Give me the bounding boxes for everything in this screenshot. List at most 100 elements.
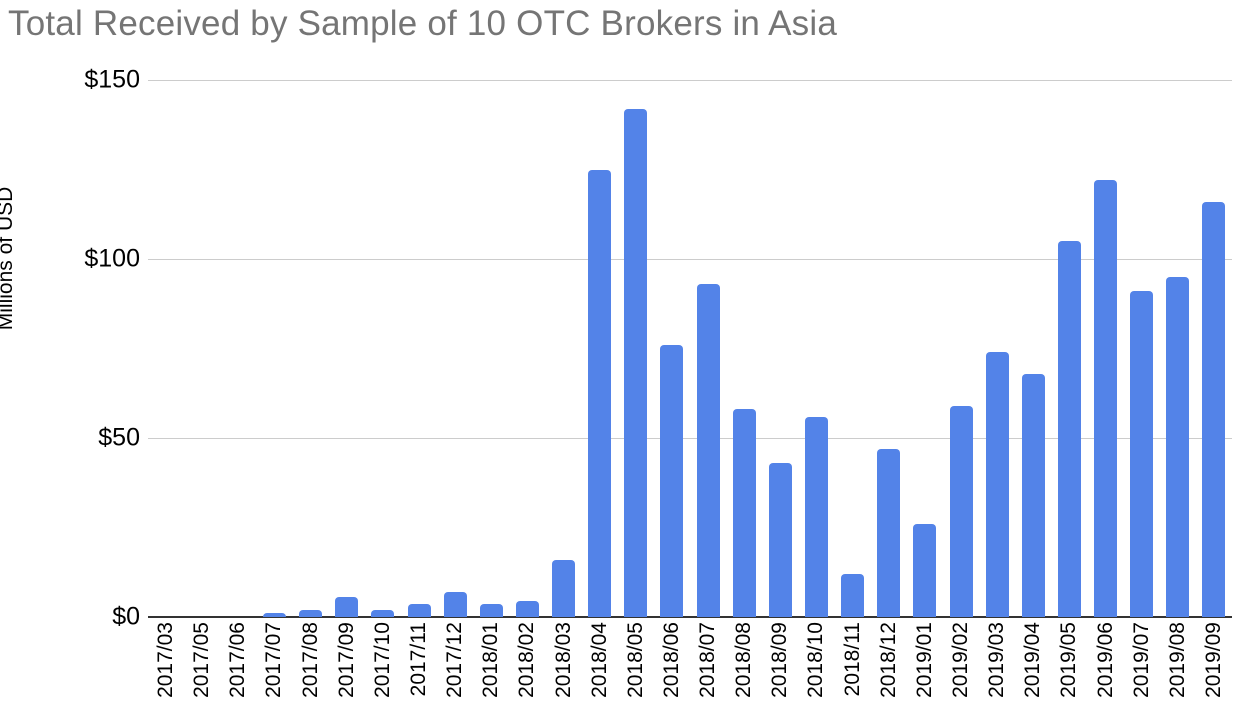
bar-2018-05[interactable] (624, 108, 648, 617)
y-tick-label-100: $100 (84, 244, 140, 273)
y-axis: $0 $50 $100 $150 (0, 67, 140, 629)
x-tick-label: 2017/12 (443, 622, 467, 698)
bar-2017-11[interactable] (407, 604, 431, 617)
bar-2018-03[interactable] (552, 559, 576, 617)
x-tick-label: 2018/09 (768, 622, 792, 698)
x-tick-label: 2017/06 (226, 622, 250, 698)
gridline-50 (148, 437, 1232, 439)
bar-2018-07[interactable] (696, 284, 720, 617)
x-tick-label: 2019/06 (1093, 622, 1117, 698)
bar-2019-08[interactable] (1166, 276, 1190, 617)
bar-2018-11[interactable] (841, 574, 865, 617)
bar-2018-12[interactable] (877, 448, 901, 617)
x-label-cell-2018-09: 2018/09 (762, 622, 798, 726)
x-tick-label: 2018/01 (479, 622, 503, 698)
x-label-cell-2017-10: 2017/10 (365, 622, 401, 726)
x-label-cell-2017-12: 2017/12 (437, 622, 473, 726)
x-label-cell-2019-09: 2019/09 (1196, 622, 1232, 726)
x-tick-label: 2017/05 (190, 622, 214, 698)
x-tick-label: 2019/03 (985, 622, 1009, 698)
x-label-cell-2019-07: 2019/07 (1124, 622, 1160, 726)
x-label-cell-2017-06: 2017/06 (220, 622, 256, 726)
bar-2018-08[interactable] (732, 409, 756, 617)
x-tick-label: 2018/05 (623, 622, 647, 698)
x-tick-label: 2019/08 (1165, 622, 1189, 698)
x-tick-label: 2019/04 (1021, 622, 1045, 698)
x-label-cell-2018-10: 2018/10 (798, 622, 834, 726)
bar-2018-02[interactable] (515, 600, 539, 617)
bar-2019-03[interactable] (985, 352, 1009, 617)
bar-2019-09[interactable] (1202, 201, 1226, 617)
x-label-cell-2019-03: 2019/03 (979, 622, 1015, 726)
x-label-cell-2019-08: 2019/08 (1160, 622, 1196, 726)
x-label-cell-2017-03: 2017/03 (148, 622, 184, 726)
x-label-cell-2018-05: 2018/05 (618, 622, 654, 726)
x-label-cell-2018-08: 2018/08 (726, 622, 762, 726)
x-tick-label: 2017/07 (262, 622, 286, 698)
y-tick-label-0: $0 (112, 602, 140, 631)
bar-2017-12[interactable] (443, 591, 467, 617)
x-tick-label: 2018/06 (659, 622, 683, 698)
x-tick-label: 2018/04 (587, 622, 611, 698)
bar-2018-09[interactable] (768, 463, 792, 617)
bar-2019-01[interactable] (913, 523, 937, 617)
x-label-cell-2018-03: 2018/03 (545, 622, 581, 726)
x-label-cell-2018-02: 2018/02 (509, 622, 545, 726)
x-label-cell-2017-11: 2017/11 (401, 622, 437, 726)
x-label-cell-2019-02: 2019/02 (943, 622, 979, 726)
x-tick-label: 2017/11 (406, 622, 430, 697)
x-label-cell-2017-07: 2017/07 (256, 622, 292, 726)
x-tick-label: 2018/02 (515, 622, 539, 698)
x-label-cell-2018-01: 2018/01 (473, 622, 509, 726)
x-tick-label: 2019/02 (948, 622, 972, 698)
plot-area (148, 79, 1232, 618)
x-label-cell-2019-05: 2019/05 (1051, 622, 1087, 726)
bar-2018-10[interactable] (804, 416, 828, 617)
x-label-cell-2019-06: 2019/06 (1087, 622, 1123, 726)
x-tick-label: 2019/07 (1129, 622, 1153, 698)
bar-2017-09[interactable] (335, 597, 359, 617)
x-tick-label: 2018/10 (804, 622, 828, 698)
x-label-cell-2018-06: 2018/06 (654, 622, 690, 726)
x-label-cell-2017-08: 2017/08 (293, 622, 329, 726)
gridline-150 (148, 79, 1232, 81)
x-axis: 2017/03 2017/05 2017/06 2017/07 2017/08 2017/… (148, 622, 1232, 726)
x-label-cell-2019-04: 2019/04 (1015, 622, 1051, 726)
x-tick-label: 2017/03 (154, 622, 178, 698)
x-label-cell-2019-01: 2019/01 (907, 622, 943, 726)
x-label-cell-2018-11: 2018/11 (835, 622, 871, 726)
x-label-cell-2017-09: 2017/09 (329, 622, 365, 726)
chart-title: Total Received by Sample of 10 OTC Broke… (8, 4, 837, 43)
bar-2017-10[interactable] (371, 609, 395, 617)
gridline-100 (148, 258, 1232, 260)
x-label-cell-2018-12: 2018/12 (871, 622, 907, 726)
x-label-cell-2018-07: 2018/07 (690, 622, 726, 726)
x-axis-line (148, 616, 1232, 618)
bar-2017-07[interactable] (262, 613, 286, 617)
x-tick-label: 2018/12 (876, 622, 900, 698)
x-tick-label: 2017/09 (334, 622, 358, 698)
bar-2018-04[interactable] (588, 169, 612, 617)
bar-2019-05[interactable] (1057, 241, 1081, 617)
bar-2019-02[interactable] (949, 405, 973, 617)
x-tick-label: 2017/08 (298, 622, 322, 698)
bar-2017-08[interactable] (299, 609, 323, 617)
x-tick-label: 2018/08 (732, 622, 756, 698)
y-tick-label-50: $50 (98, 423, 140, 452)
x-tick-label: 2019/01 (912, 622, 936, 698)
x-tick-label: 2018/03 (551, 622, 575, 698)
bar-2019-07[interactable] (1130, 291, 1154, 617)
x-tick-label: 2017/10 (370, 622, 394, 698)
bar-2018-01[interactable] (479, 604, 503, 617)
bar-2018-06[interactable] (660, 344, 684, 617)
x-tick-label: 2019/05 (1057, 622, 1081, 698)
y-tick-label-150: $150 (84, 65, 140, 94)
x-label-cell-2017-05: 2017/05 (184, 622, 220, 726)
x-label-cell-2018-04: 2018/04 (582, 622, 618, 726)
bar-2019-06[interactable] (1094, 180, 1118, 617)
x-tick-label: 2019/09 (1201, 622, 1225, 698)
x-tick-label: 2018/07 (696, 622, 720, 698)
x-tick-label: 2018/11 (840, 622, 864, 697)
bar-2019-04[interactable] (1021, 373, 1045, 617)
